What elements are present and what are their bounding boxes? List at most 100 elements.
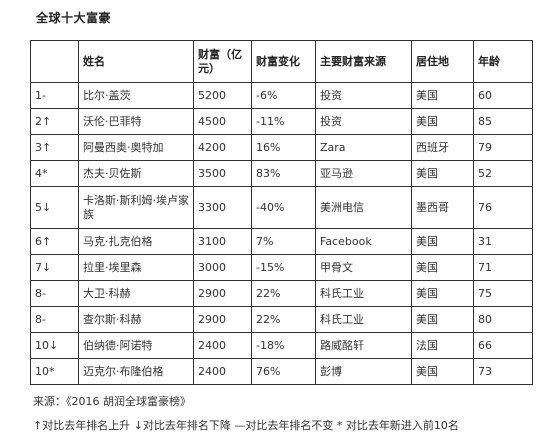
cell-wealth-source: 亚马逊 — [316, 161, 412, 187]
cell-wealth-change: -15% — [252, 255, 316, 281]
cell-name: 大卫·科赫 — [79, 281, 194, 307]
cell-residence: 美国 — [412, 359, 474, 385]
cell-residence: 西班牙 — [412, 135, 474, 161]
table-row: 1- 比尔·盖茨 5200 -6% 投资 美国 60 — [31, 83, 533, 109]
cell-wealth-source: 甲骨文 — [316, 255, 412, 281]
cell-wealth: 3100 — [194, 229, 252, 255]
cell-wealth-source: Zara — [316, 135, 412, 161]
cell-residence: 美国 — [412, 229, 474, 255]
header-age: 年龄 — [474, 41, 533, 83]
cell-name: 沃伦·巴菲特 — [79, 109, 194, 135]
header-rank — [31, 41, 79, 83]
table-row: 10* 迈克尔·布隆伯格 2400 76% 彭博 美国 73 — [31, 359, 533, 385]
cell-name: 查尔斯·科赫 — [79, 307, 194, 333]
cell-age: 80 — [474, 307, 533, 333]
header-residence: 居住地 — [412, 41, 474, 83]
cell-rank: 8- — [31, 281, 79, 307]
table-row: 4* 杰夫·贝佐斯 3500 83% 亚马逊 美国 52 — [31, 161, 533, 187]
cell-name: 拉里·埃里森 — [79, 255, 194, 281]
cell-residence: 墨西哥 — [412, 187, 474, 229]
cell-rank: 5↓ — [31, 187, 79, 229]
cell-rank: 2↑ — [31, 109, 79, 135]
cell-residence: 美国 — [412, 83, 474, 109]
page-title: 全球十大富豪 — [36, 9, 111, 26]
cell-rank: 1- — [31, 83, 79, 109]
cell-rank: 10* — [31, 359, 79, 385]
table-row: 7↓ 拉里·埃里森 3000 -15% 甲骨文 美国 71 — [31, 255, 533, 281]
cell-age: 60 — [474, 83, 533, 109]
cell-wealth-change: 16% — [252, 135, 316, 161]
cell-wealth-source: 路威酩轩 — [316, 333, 412, 359]
cell-rank: 10↓ — [31, 333, 79, 359]
cell-age: 73 — [474, 359, 533, 385]
cell-residence: 美国 — [412, 307, 474, 333]
cell-wealth: 3500 — [194, 161, 252, 187]
cell-wealth-source: 彭博 — [316, 359, 412, 385]
header-wealth-source: 主要财富来源 — [316, 41, 412, 83]
cell-wealth-source: 投资 — [316, 83, 412, 109]
cell-age: 66 — [474, 333, 533, 359]
cell-name: 伯纳德·阿诺特 — [79, 333, 194, 359]
cell-wealth-change: -40% — [252, 187, 316, 229]
source-note: 来源：《2016 胡润全球富豪榜》 — [33, 393, 191, 409]
cell-residence: 法国 — [412, 333, 474, 359]
cell-wealth-change: 7% — [252, 229, 316, 255]
cell-residence: 美国 — [412, 255, 474, 281]
table-row: 5↓ 卡洛斯·斯利姆·埃卢家族 3300 -40% 美洲电信 墨西哥 76 — [31, 187, 533, 229]
cell-wealth-change: 22% — [252, 281, 316, 307]
cell-wealth-change: 83% — [252, 161, 316, 187]
cell-age: 85 — [474, 109, 533, 135]
cell-rank: 7↓ — [31, 255, 79, 281]
cell-wealth-source: 美洲电信 — [316, 187, 412, 229]
header-name: 姓名 — [79, 41, 194, 83]
cell-rank: 4* — [31, 161, 79, 187]
cell-wealth-change: 76% — [252, 359, 316, 385]
cell-age: 31 — [474, 229, 533, 255]
cell-age: 76 — [474, 187, 533, 229]
cell-name: 迈克尔·布隆伯格 — [79, 359, 194, 385]
header-wealth-change: 财富变化 — [252, 41, 316, 83]
cell-name: 比尔·盖茨 — [79, 83, 194, 109]
table-row: 3↑ 阿曼西奥·奥特加 4200 16% Zara 西班牙 79 — [31, 135, 533, 161]
cell-wealth-source: 投资 — [316, 109, 412, 135]
cell-wealth-change: 22% — [252, 307, 316, 333]
cell-age: 71 — [474, 255, 533, 281]
header-wealth: 财富（亿元） — [194, 41, 252, 83]
legend-note: ↑对比去年排名上升 ↓对比去年排名下降 —对比去年排名不变 * 对比去年新进入前… — [33, 417, 459, 433]
cell-name: 杰夫·贝佐斯 — [79, 161, 194, 187]
cell-name: 卡洛斯·斯利姆·埃卢家族 — [79, 187, 194, 229]
table-row: 2↑ 沃伦·巴菲特 4500 -11% 投资 美国 85 — [31, 109, 533, 135]
cell-age: 75 — [474, 281, 533, 307]
cell-wealth: 4200 — [194, 135, 252, 161]
cell-rank: 3↑ — [31, 135, 79, 161]
cell-wealth-change: -11% — [252, 109, 316, 135]
cell-wealth: 2900 — [194, 281, 252, 307]
cell-wealth: 5200 — [194, 83, 252, 109]
cell-residence: 美国 — [412, 109, 474, 135]
cell-rank: 8- — [31, 307, 79, 333]
table-row: 10↓ 伯纳德·阿诺特 2400 -18% 路威酩轩 法国 66 — [31, 333, 533, 359]
cell-wealth: 2400 — [194, 333, 252, 359]
table-row: 8- 大卫·科赫 2900 22% 科氏工业 美国 75 — [31, 281, 533, 307]
cell-wealth-change: -6% — [252, 83, 316, 109]
cell-wealth-source: 科氏工业 — [316, 307, 412, 333]
cell-name: 马克·扎克伯格 — [79, 229, 194, 255]
cell-name: 阿曼西奥·奥特加 — [79, 135, 194, 161]
cell-wealth-source: Facebook — [316, 229, 412, 255]
cell-age: 79 — [474, 135, 533, 161]
table-row: 6↑ 马克·扎克伯格 3100 7% Facebook 美国 31 — [31, 229, 533, 255]
cell-age: 52 — [474, 161, 533, 187]
rich-list-table: 姓名 财富（亿元） 财富变化 主要财富来源 居住地 年龄 1- 比尔·盖茨 52… — [30, 40, 533, 385]
cell-wealth: 4500 — [194, 109, 252, 135]
cell-wealth: 3000 — [194, 255, 252, 281]
table-row: 8- 查尔斯·科赫 2900 22% 科氏工业 美国 80 — [31, 307, 533, 333]
cell-residence: 美国 — [412, 281, 474, 307]
table-header-row: 姓名 财富（亿元） 财富变化 主要财富来源 居住地 年龄 — [31, 41, 533, 83]
cell-wealth-change: -18% — [252, 333, 316, 359]
cell-wealth-source: 科氏工业 — [316, 281, 412, 307]
cell-wealth: 2900 — [194, 307, 252, 333]
cell-wealth: 3300 — [194, 187, 252, 229]
cell-wealth: 2400 — [194, 359, 252, 385]
cell-residence: 美国 — [412, 161, 474, 187]
cell-rank: 6↑ — [31, 229, 79, 255]
